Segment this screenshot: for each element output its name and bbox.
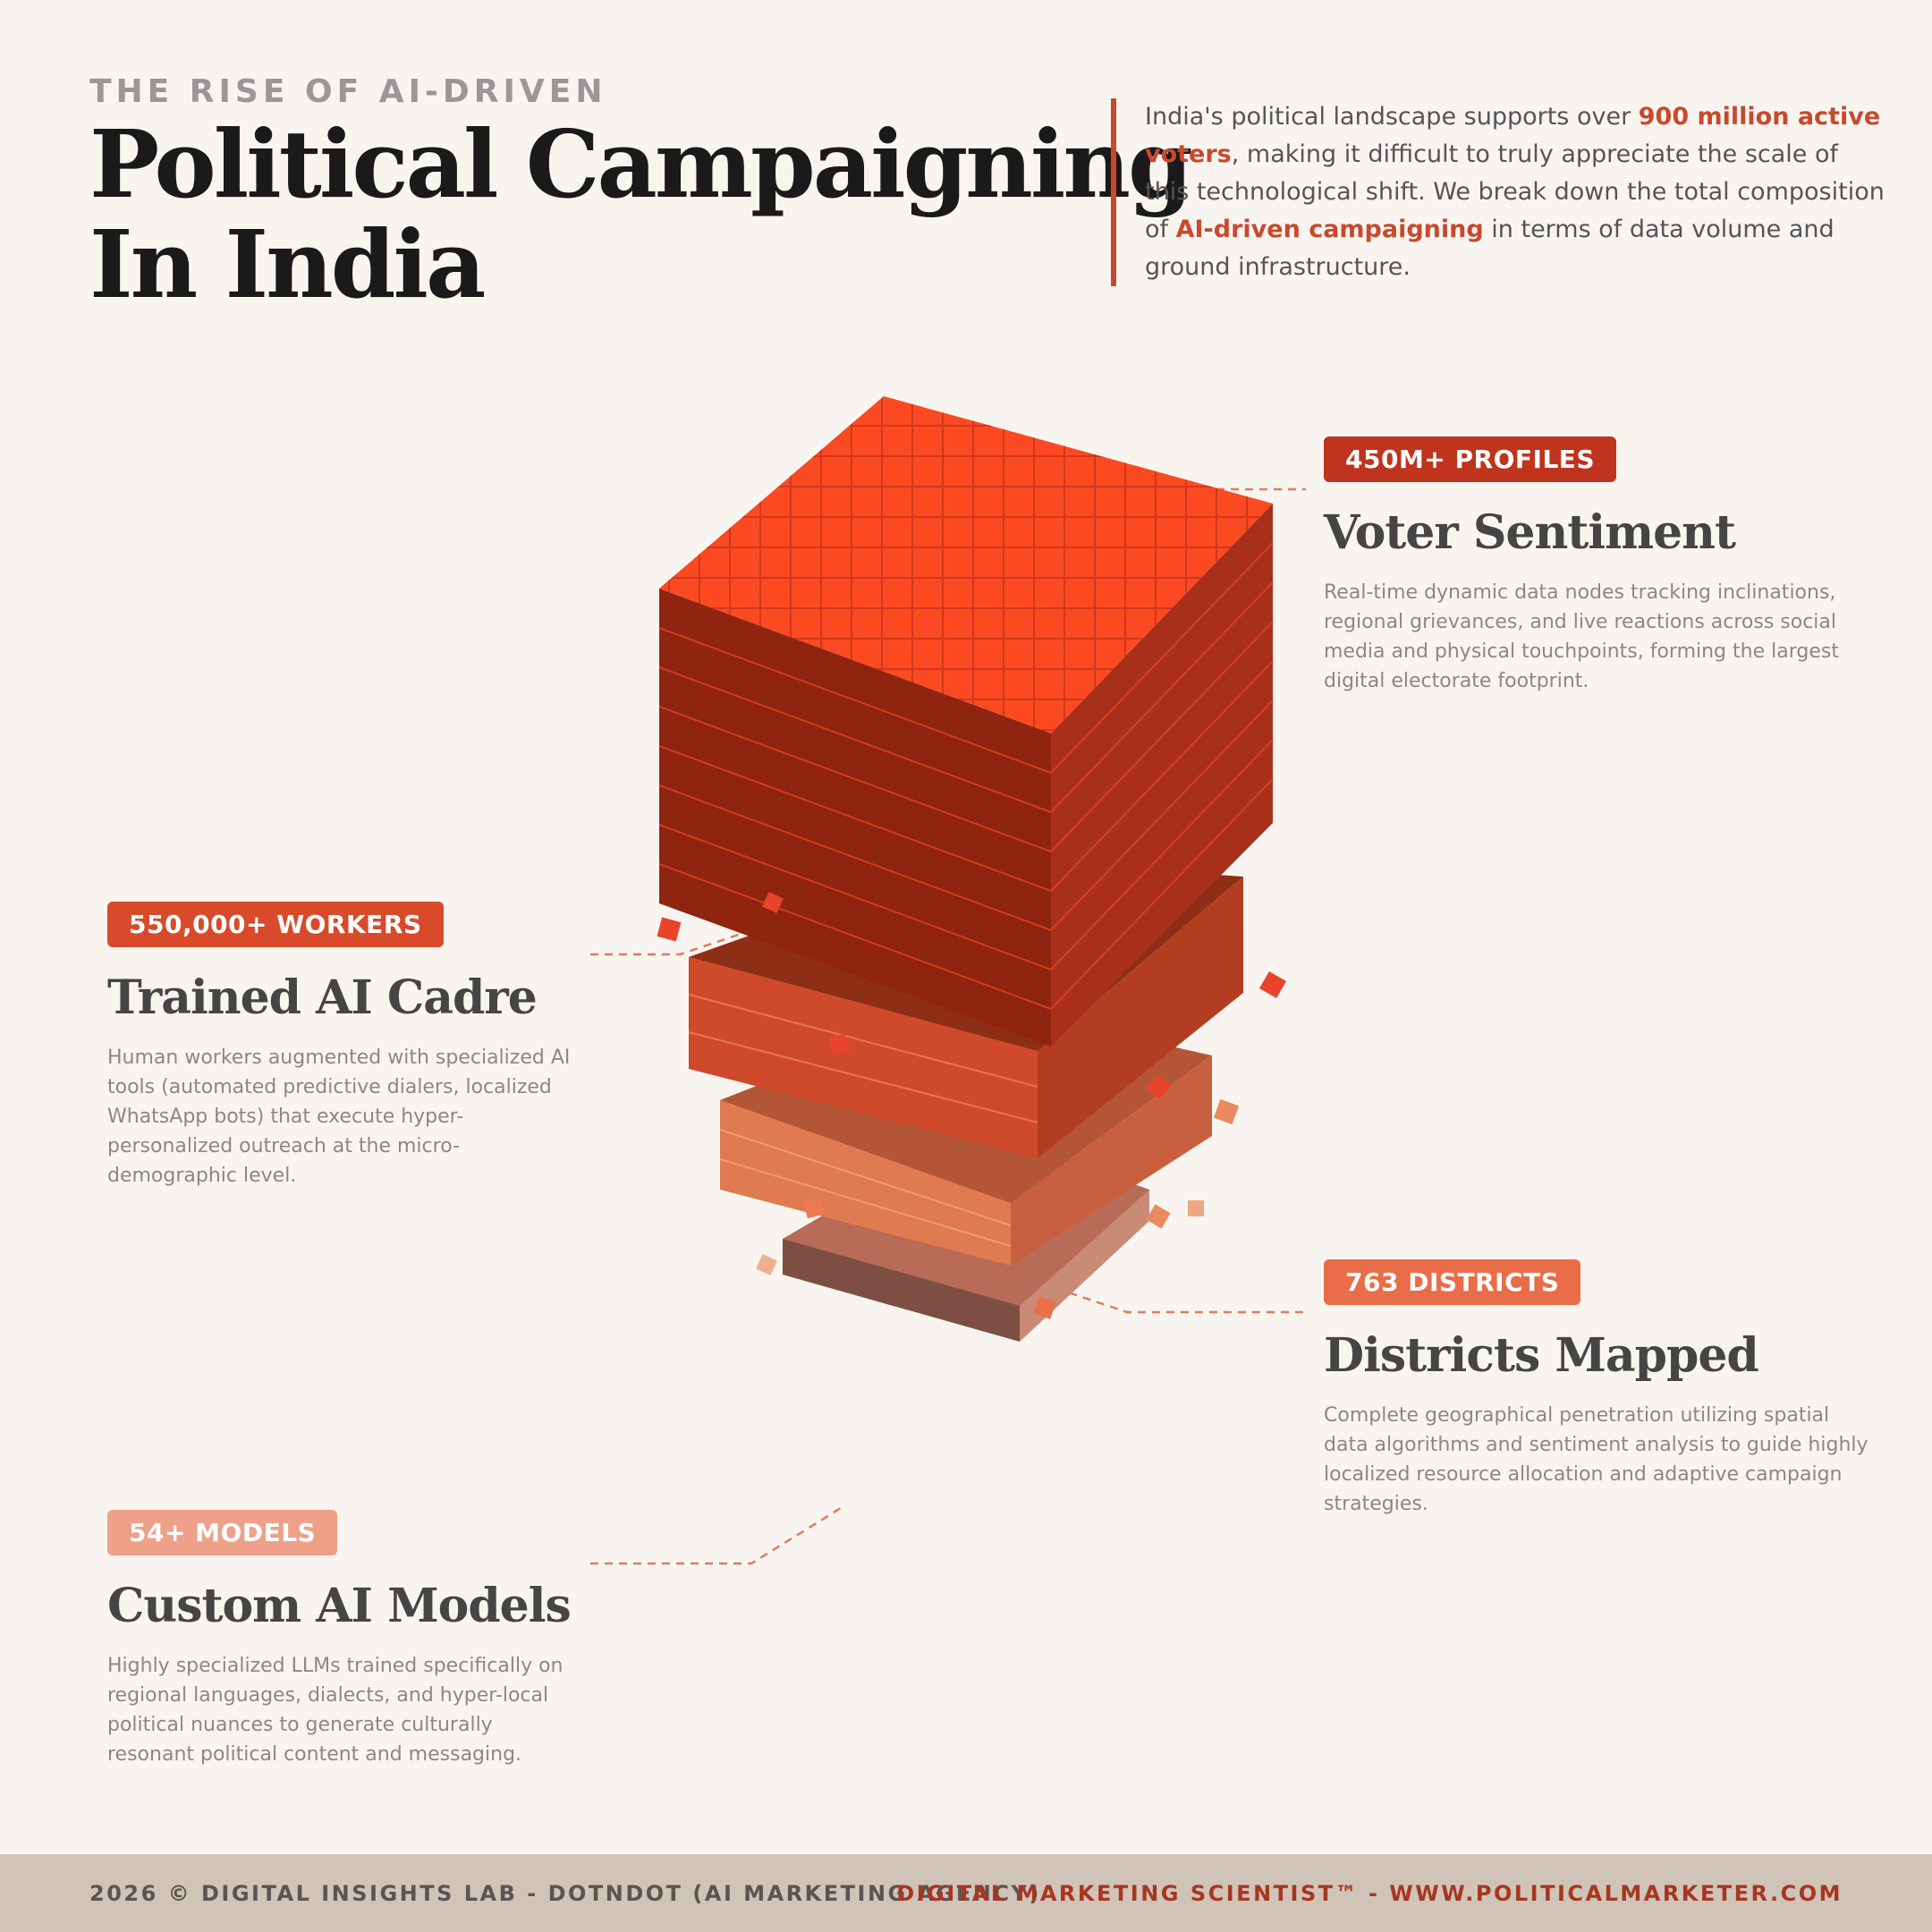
footer-copyright: 2026 © DIGITAL INSIGHTS LAB - DOTNDOT (A… [89,1881,1041,1906]
voter-sentiment-block: 450M+ PROFILES Voter Sentiment Real-time… [1324,436,1878,696]
footer: 2026 © DIGITAL INSIGHTS LAB - DOTNDOT (A… [0,1854,1932,1932]
districts-desc: Complete geographical penetration utiliz… [1324,1404,1868,1515]
intro-highlight-ai: AI-driven campaigning [1175,216,1484,243]
models-badge: 54+ MODELS [107,1510,338,1555]
models-title: Custom AI Models [107,1579,572,1633]
cadre-desc: Human workers augmented with specialized… [107,1046,571,1187]
cadre-title: Trained AI Cadre [107,970,538,1025]
intro-highlight-voters: 900 million active voters [1145,103,1881,168]
page-title: Political Campaigning In India [89,109,1193,319]
title-line-2: In India [89,209,486,319]
custom-models-block: 54+ MODELS Custom AI Models Highly speci… [107,1510,581,1769]
trained-cadre-block: 550,000+ WORKERS Trained AI Cadre Human … [107,902,581,1191]
kicker: THE RISE OF AI-DRIVEN [89,73,607,110]
districts-title: Districts Mapped [1324,1328,1759,1383]
title-line-1: Political Campaigning [89,109,1193,219]
footer-website: DIGITAL MARKETING SCIENTIST™ - WWW.POLIT… [896,1881,1843,1906]
intro-text-1: India's political landscape supports ove… [1145,103,1639,131]
scattered-cubes [657,892,1287,1319]
intro-paragraph: India's political landscape supports ove… [1111,98,1887,286]
voter-title: Voter Sentiment [1324,505,1736,560]
voter-badge: 450M+ PROFILES [1324,436,1617,482]
voter-desc: Real-time dynamic data nodes tracking in… [1324,581,1839,692]
cadre-badge: 550,000+ WORKERS [107,902,444,947]
districts-badge: 763 DISTRICTS [1324,1259,1581,1305]
voter-cube [658,396,1274,1046]
districts-mapped-block: 763 DISTRICTS Districts Mapped Complete … [1324,1259,1878,1519]
intro-text-2: , making it difficult to truly appreciat… [1145,140,1885,243]
intro-text-3: in terms of data volume and ground infra… [1145,216,1835,281]
leader-models [590,1506,842,1565]
models-desc: Highly specialized LLMs trained specific… [107,1655,564,1766]
